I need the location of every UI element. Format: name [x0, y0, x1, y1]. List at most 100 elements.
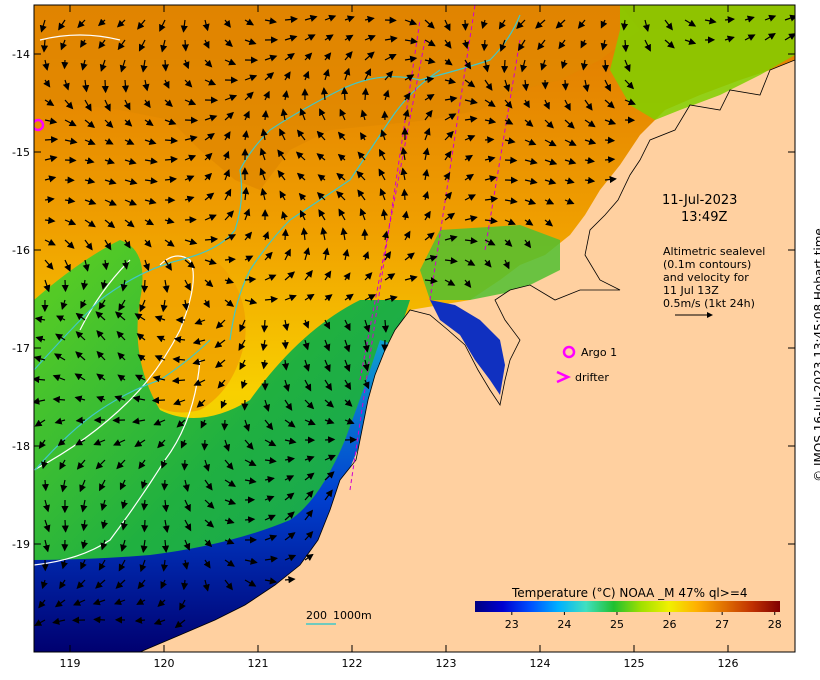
velocity-arrow: [302, 339, 310, 351]
velocity-arrow: [193, 379, 206, 386]
velocity-arrow: [484, 259, 492, 268]
velocity-arrow: [224, 277, 235, 285]
velocity-arrow: [320, 87, 329, 101]
velocity-arrow: [75, 438, 86, 446]
velocity-arrow: [224, 517, 235, 525]
velocity-arrow: [684, 19, 697, 27]
velocity-arrow: [53, 353, 66, 361]
velocity-arrow: [204, 235, 219, 244]
velocity-arrow: [116, 19, 126, 28]
velocity-arrow: [516, 19, 526, 30]
velocity-arrow: [243, 419, 251, 432]
velocity-arrow: [304, 472, 315, 481]
velocity-arrow: [555, 19, 566, 29]
velocity-arrow: [44, 259, 54, 270]
velocity-arrow: [80, 59, 88, 71]
velocity-arrow: [204, 258, 217, 266]
velocity-arrow: [523, 99, 530, 109]
velocity-arrow: [157, 599, 166, 608]
velocity-arrow: [264, 17, 277, 25]
lat-tick-label: -19: [12, 538, 30, 551]
velocity-arrow: [61, 519, 69, 533]
velocity-arrow: [604, 136, 616, 144]
velocity-arrow: [359, 132, 367, 141]
velocity-arrow: [322, 68, 330, 81]
velocity-arrow: [64, 239, 75, 249]
velocity-arrow: [296, 129, 306, 141]
velocity-arrow: [84, 138, 96, 146]
velocity-arrow: [444, 150, 452, 161]
velocity-arrow: [362, 379, 370, 390]
velocity-arrow: [264, 251, 273, 261]
lat-tick-label: -18: [12, 440, 30, 453]
velocity-arrow: [424, 254, 438, 262]
velocity-arrow: [384, 35, 398, 43]
velocity-arrow: [464, 135, 476, 142]
velocity-arrow: [423, 210, 431, 221]
velocity-arrow: [284, 576, 296, 584]
velocity-arrow: [362, 339, 370, 353]
velocity-arrow: [57, 438, 66, 446]
velocity-arrow: [55, 333, 66, 341]
velocity-arrow: [204, 59, 213, 68]
velocity-arrow: [34, 375, 46, 384]
velocity-arrow: [404, 18, 418, 26]
velocity-arrow: [204, 214, 217, 221]
velocity-arrow: [44, 117, 58, 125]
velocity-arrow: [80, 559, 87, 570]
velocity-arrow: [424, 232, 435, 241]
velocity-arrow: [40, 579, 48, 590]
velocity-arrow: [202, 39, 210, 49]
velocity-arrow: [524, 119, 534, 127]
track-3: [429, 5, 476, 301]
velocity-arrow: [42, 539, 50, 553]
velocity-arrow: [93, 616, 106, 624]
velocity-arrow: [60, 39, 67, 51]
velocity-arrow: [324, 270, 332, 281]
velocity-arrow: [764, 14, 777, 22]
velocity-arrow: [239, 319, 246, 333]
velocity-arrow: [304, 490, 314, 501]
velocity-arrow: [340, 227, 348, 241]
velocity-arrow: [54, 417, 66, 425]
velocity-arrow: [302, 70, 310, 81]
velocity-arrow: [284, 455, 295, 464]
velocity-arrow: [244, 579, 257, 587]
argo-float-marker[interactable]: [33, 118, 45, 132]
velocity-arrow: [304, 14, 318, 22]
velocity-arrow: [244, 255, 254, 263]
velocity-arrow: [704, 17, 717, 25]
velocity-arrow: [600, 39, 608, 51]
velocity-arrow: [604, 175, 617, 184]
velocity-arrow: [304, 34, 316, 41]
velocity-arrow: [142, 79, 150, 92]
velocity-arrow: [524, 138, 537, 146]
longitude-axis: 119 120 121 122 123 124 125 126: [60, 5, 739, 670]
velocity-arrow: [43, 499, 50, 513]
velocity-arrow: [464, 97, 478, 105]
velocity-arrow: [75, 416, 86, 424]
velocity-arrow: [201, 439, 209, 451]
lat-tick-label: -15: [12, 146, 30, 159]
velocity-arrow: [164, 99, 173, 107]
velocity-arrow: [336, 190, 346, 201]
velocity-arrow: [264, 534, 278, 542]
velocity-arrow: [99, 479, 106, 492]
velocity-arrow: [338, 208, 346, 221]
lon-tick-label: 121: [248, 657, 269, 670]
velocity-arrow: [444, 113, 457, 121]
velocity-arrow: [84, 119, 96, 129]
velocity-arrow: [224, 210, 235, 221]
velocity-arrow: [244, 38, 257, 46]
velocity-arrow: [320, 227, 328, 241]
velocity-arrow: [664, 19, 673, 31]
velocity-arrow: [54, 599, 66, 608]
velocity-arrow: [132, 417, 146, 425]
velocity-arrow: [143, 99, 151, 109]
velocity-arrow: [378, 168, 386, 181]
velocity-arrow: [181, 579, 189, 591]
velocity-arrow: [223, 169, 231, 181]
velocity-arrow: [684, 38, 697, 45]
velocity-arrow: [60, 479, 68, 493]
velocity-arrow: [464, 215, 478, 223]
